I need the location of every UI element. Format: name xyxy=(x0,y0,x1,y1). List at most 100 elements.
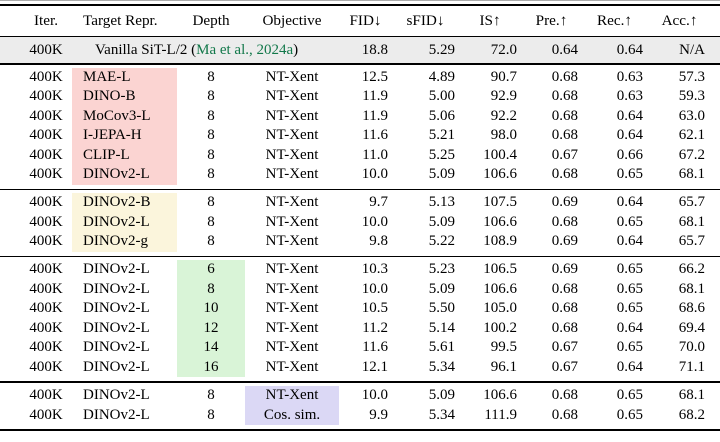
cell-depth: 8 xyxy=(207,233,215,250)
cell-objective: NT-Xent xyxy=(265,280,319,297)
cell-pre: 0.67 xyxy=(551,146,578,163)
cell-objective: NT-Xent xyxy=(265,300,319,317)
cell-is: 108.9 xyxy=(483,233,517,250)
cell-target-baseline: Vanilla SiT-L/2 (Ma et al., 2024a) xyxy=(72,37,339,63)
citation-link[interactable]: Ma et al., 2024a xyxy=(196,41,294,58)
cell-objective: NT-Xent xyxy=(265,127,319,144)
col-header-pre: Pre.↑ xyxy=(535,11,568,29)
cell-pre: 0.68 xyxy=(551,406,578,423)
cell-acc: 68.6 xyxy=(678,300,705,317)
cell-sfid: 5.50 xyxy=(428,300,455,317)
cell-objective: NT-Xent xyxy=(265,339,319,356)
table-row: 400K MoCov3-L 8 NT-Xent 11.9 5.06 92.2 0.68 0.64… xyxy=(0,106,720,127)
cell-pre: 0.69 xyxy=(551,233,578,250)
cell-target: MoCov3-L xyxy=(72,106,177,127)
table-row: 400K DINOv2-L 12 NT-Xent 11.2 5.14 100.2 0.68 0.… xyxy=(0,318,720,339)
cell-fid: 10.0 xyxy=(361,387,388,404)
cell-rec: 0.63 xyxy=(616,68,643,85)
cell-is: 106.6 xyxy=(483,166,517,183)
section-rule xyxy=(0,255,720,258)
cell-acc: 70.0 xyxy=(678,339,705,356)
cell-target: DINOv2-B xyxy=(72,193,177,213)
cell-objective: NT-Xent xyxy=(265,319,319,336)
cell-fid: 11.6 xyxy=(362,127,388,144)
cell-depth: 10 xyxy=(177,299,245,319)
header-rule xyxy=(0,35,720,37)
cell-sfid: 5.09 xyxy=(428,213,455,230)
cell-sfid: 5.14 xyxy=(428,319,455,336)
cell-rec: 0.65 xyxy=(616,387,643,404)
col-header-iter: Iter. xyxy=(33,11,59,29)
baseline-close-paren: ) xyxy=(293,41,299,58)
cell-rec: 0.64 xyxy=(616,358,643,375)
table-row: 400K MAE-L 8 NT-Xent 12.5 4.89 90.7 0.68 0.63 57.… xyxy=(0,67,720,88)
col-header-fid: FID↓ xyxy=(349,11,382,29)
cell-depth: 8 xyxy=(207,68,215,85)
cell-objective: NT-Xent xyxy=(265,213,319,230)
cell-depth: 12 xyxy=(177,318,245,339)
cell-pre: 0.67 xyxy=(551,358,578,375)
cell-objective: NT-Xent xyxy=(265,358,319,375)
cell-depth: 8 xyxy=(207,213,215,230)
cell-target: DINOv2-L xyxy=(83,387,150,404)
cell-is: 111.9 xyxy=(484,406,517,423)
cell-iter: 400K xyxy=(29,387,63,404)
cell-rec: 0.65 xyxy=(616,280,643,297)
cell-target: DINOv2-L xyxy=(72,165,177,185)
cell-fid: 10.5 xyxy=(361,300,388,317)
cell-iter: 400K xyxy=(29,358,63,375)
cell-fid: 9.8 xyxy=(369,233,388,250)
cell-depth: 8 xyxy=(177,279,245,300)
cell-rec: 0.64 xyxy=(616,107,643,124)
cell-is: 105.0 xyxy=(483,300,517,317)
cell-sfid: 5.29 xyxy=(428,41,455,58)
cell-acc: 65.7 xyxy=(678,194,705,211)
cell-depth: 8 xyxy=(207,146,215,163)
cell-pre: 0.68 xyxy=(551,319,578,336)
cell-rec: 0.64 xyxy=(616,319,643,336)
table-row: 400K DINOv2-L 8 NT-Xent 10.0 5.09 106.6 0.68 0.6… xyxy=(0,279,720,300)
cell-depth: 8 xyxy=(207,127,215,144)
cell-fid: 11.9 xyxy=(362,107,388,124)
cell-target: DINOv2-g xyxy=(72,232,177,252)
cell-target: DINOv2-L xyxy=(83,358,150,375)
table-row: 400K DINOv2-L 10 NT-Xent 10.5 5.50 105.0 0.68 0.… xyxy=(0,299,720,319)
cell-objective: NT-Xent xyxy=(265,194,319,211)
baseline-model-name: Vanilla SiT-L/2 ( xyxy=(95,41,197,58)
cell-pre: 0.69 xyxy=(551,194,578,211)
section-rule xyxy=(0,188,720,191)
cell-iter: 400K xyxy=(29,300,63,317)
cell-sfid: 5.25 xyxy=(428,146,455,163)
cell-objective: NT-Xent xyxy=(265,107,319,124)
cell-objective: NT-Xent xyxy=(265,146,319,163)
cell-iter: 400K xyxy=(29,107,63,124)
cell-is: 106.6 xyxy=(483,387,517,404)
cell-objective: NT-Xent xyxy=(265,68,319,85)
cell-objective: NT-Xent xyxy=(265,88,319,105)
section-objective-ablation: 400K DINOv2-L 8 NT-Xent 10.0 5.09 106.6 0.68 0.6… xyxy=(0,383,720,429)
cell-objective: NT-Xent xyxy=(245,386,339,406)
table-row: 400K DINOv2-L 8 NT-Xent 10.0 5.09 106.6 0.68 0.6… xyxy=(0,212,720,233)
cell-fid: 12.5 xyxy=(361,68,388,85)
cell-is: 72.0 xyxy=(490,41,517,58)
cell-sfid: 5.61 xyxy=(428,339,455,356)
cell-is: 100.2 xyxy=(483,319,517,336)
cell-pre: 0.69 xyxy=(551,261,578,278)
figure-top-edge xyxy=(0,0,720,1)
cell-pre: 0.68 xyxy=(551,213,578,230)
cell-rec: 0.65 xyxy=(616,339,643,356)
cell-depth: 14 xyxy=(177,338,245,358)
cell-is: 100.4 xyxy=(483,146,517,163)
cell-fid: 11.6 xyxy=(362,339,388,356)
cell-rec: 0.65 xyxy=(616,213,643,230)
cell-is: 96.1 xyxy=(490,358,517,375)
cell-iter: 400K xyxy=(29,319,63,336)
cell-depth: 16 xyxy=(177,357,245,378)
cell-pre: 0.64 xyxy=(551,41,578,58)
cell-acc: 71.1 xyxy=(678,358,705,375)
cell-iter: 400K xyxy=(29,41,63,58)
cell-rec: 0.65 xyxy=(616,261,643,278)
cell-is: 106.5 xyxy=(483,261,517,278)
cell-pre: 0.68 xyxy=(551,88,578,105)
